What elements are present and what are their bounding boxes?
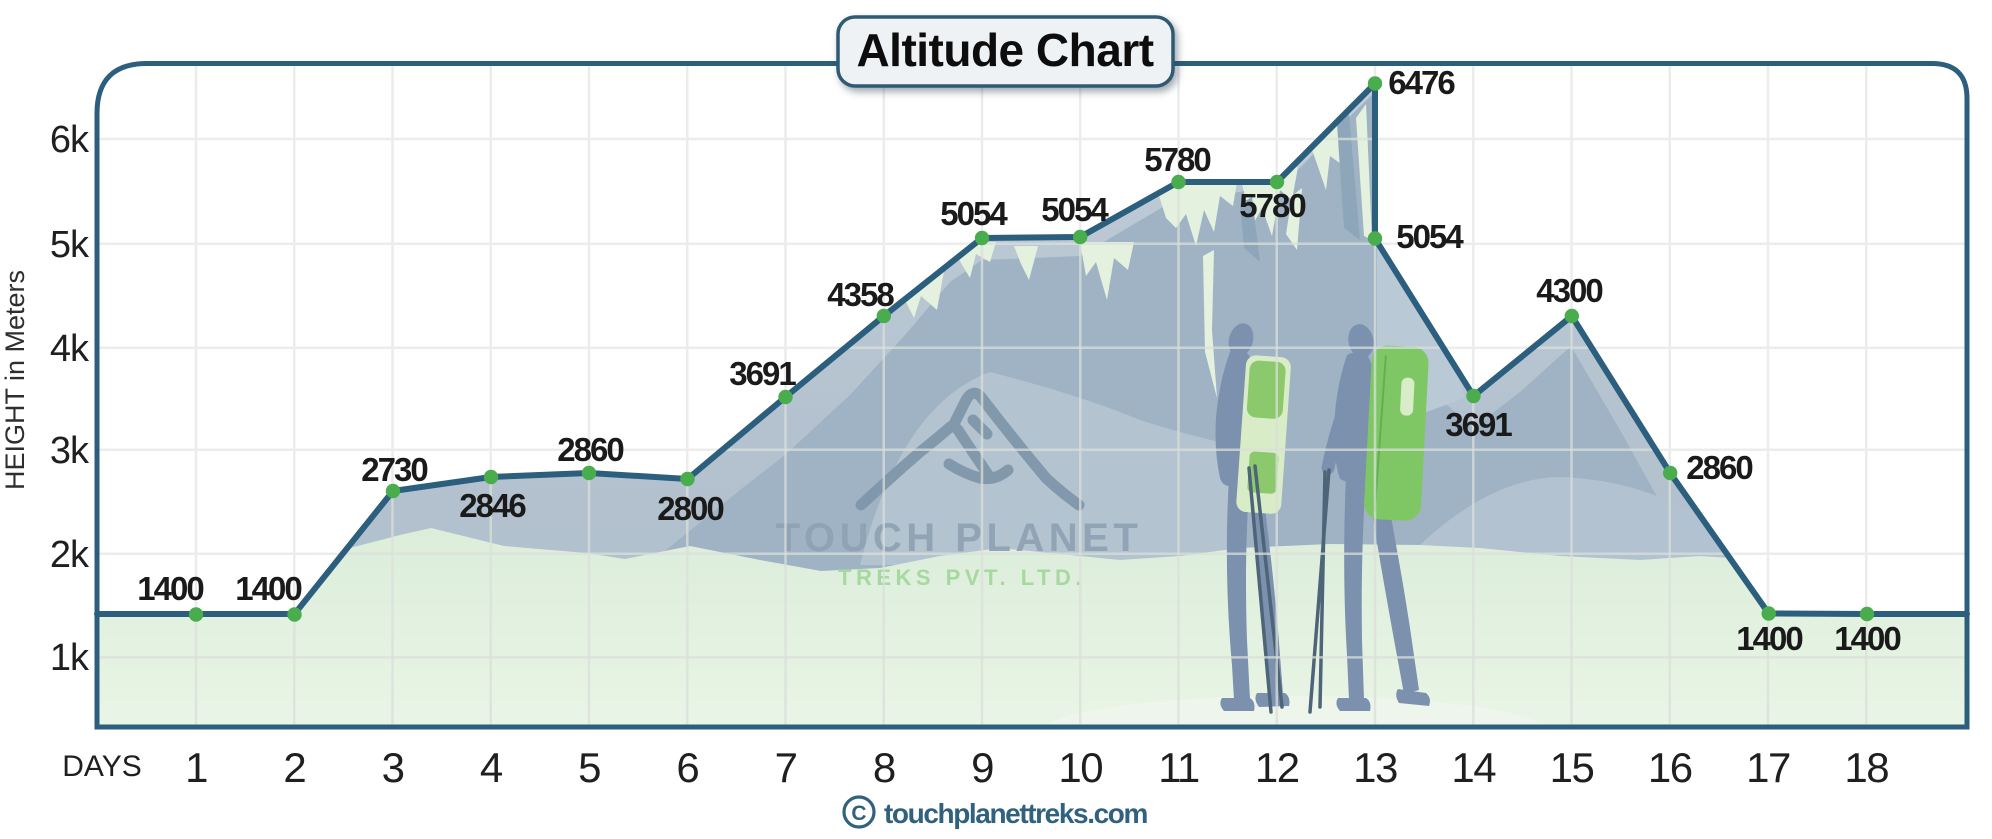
svg-text:1400: 1400 [1834, 620, 1900, 657]
svg-text:1400: 1400 [235, 570, 301, 607]
svg-text:4k: 4k [50, 328, 90, 370]
svg-text:18: 18 [1844, 744, 1888, 791]
svg-text:9: 9 [971, 744, 993, 791]
svg-text:3691: 3691 [1445, 406, 1512, 443]
svg-text:2860: 2860 [557, 431, 623, 468]
svg-text:5054: 5054 [940, 195, 1008, 232]
svg-text:2730: 2730 [361, 451, 427, 488]
svg-text:5054: 5054 [1396, 218, 1464, 255]
svg-text:1k: 1k [50, 637, 90, 679]
svg-text:10: 10 [1058, 744, 1102, 791]
svg-text:5054: 5054 [1041, 191, 1109, 228]
svg-text:5k: 5k [50, 224, 90, 266]
svg-text:2k: 2k [50, 534, 90, 576]
svg-text:2800: 2800 [657, 490, 723, 527]
svg-text:4: 4 [480, 744, 503, 791]
svg-text:touchplanettreks.com: touchplanettreks.com [884, 798, 1147, 829]
svg-text:DAYS: DAYS [62, 750, 141, 783]
svg-text:2: 2 [283, 744, 305, 791]
svg-text:14: 14 [1451, 744, 1496, 791]
svg-text:7: 7 [775, 744, 797, 791]
svg-text:HEIGHT in Meters: HEIGHT in Meters [0, 270, 30, 490]
svg-text:6k: 6k [50, 119, 90, 161]
svg-text:2846: 2846 [459, 487, 526, 524]
svg-text:12: 12 [1255, 744, 1299, 791]
svg-text:5: 5 [578, 744, 600, 791]
svg-text:TREKS PVT. LTD.: TREKS PVT. LTD. [838, 565, 1086, 590]
svg-text:2860: 2860 [1686, 449, 1752, 486]
svg-text:4300: 4300 [1536, 272, 1602, 309]
svg-text:6: 6 [676, 744, 698, 791]
svg-text:5780: 5780 [1144, 141, 1210, 178]
svg-text:5780: 5780 [1239, 187, 1305, 224]
svg-text:4358: 4358 [827, 276, 894, 313]
svg-text:1400: 1400 [1736, 620, 1802, 657]
svg-text:3: 3 [382, 744, 404, 791]
svg-text:15: 15 [1550, 744, 1594, 791]
svg-text:11: 11 [1158, 744, 1199, 791]
svg-text:C: C [851, 802, 866, 825]
svg-text:13: 13 [1353, 744, 1397, 791]
svg-text:Altitude Chart: Altitude Chart [856, 24, 1153, 76]
svg-text:16: 16 [1648, 744, 1692, 791]
svg-text:8: 8 [873, 744, 895, 791]
svg-text:1: 1 [185, 744, 207, 791]
svg-text:1400: 1400 [137, 570, 203, 607]
svg-text:3k: 3k [50, 430, 90, 472]
svg-text:17: 17 [1746, 744, 1790, 791]
svg-text:6476: 6476 [1388, 64, 1455, 101]
svg-text:3691: 3691 [729, 355, 796, 392]
